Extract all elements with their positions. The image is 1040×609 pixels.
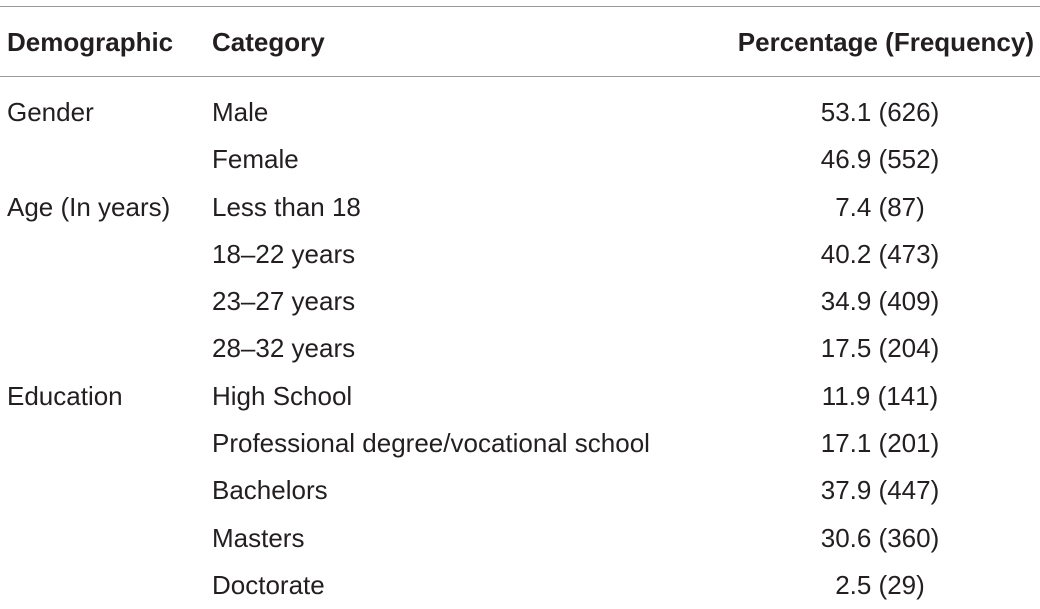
percentage-cell: 11.9 (141) [821, 380, 939, 411]
header-category: Category [212, 27, 325, 57]
percentage-cell: 34.9 (409) [820, 286, 940, 317]
table-row: Doctorate 2.5 (29) [0, 562, 1040, 609]
table-row: Professional degree/vocational school 17… [0, 420, 1040, 467]
category-cell: Female [212, 144, 299, 175]
percentage-cell: 46.9 (552) [820, 144, 940, 175]
category-cell: Professional degree/vocational school [212, 428, 650, 459]
header-demographic: Demographic [7, 27, 174, 57]
table-row: Female 46.9 (552) [0, 136, 1040, 183]
table-row: Masters 30.6 (360) [0, 515, 1040, 562]
table-header-row: Demographic Category Percentage (Frequen… [0, 22, 1040, 62]
category-cell: Doctorate [212, 569, 325, 600]
table-top-rule [0, 6, 1040, 7]
demographic-cell: Gender [7, 97, 94, 127]
header-percentage: Percentage (Frequency) [737, 27, 1034, 57]
percentage-cell: 40.2 (473) [820, 238, 940, 269]
percentage-cell: 53.1 (626) [820, 97, 940, 127]
table-row: 18–22 years 40.2 (473) [0, 231, 1040, 278]
category-cell: Masters [212, 522, 305, 553]
percentage-cell: 2.5 (29) [835, 569, 925, 600]
percentage-cell: 7.4 (87) [835, 191, 925, 222]
table-row: 23–27 years 34.9 (409) [0, 278, 1040, 325]
demographic-cell: Education [7, 380, 123, 411]
percentage-cell: 17.1 (201) [820, 428, 940, 459]
percentage-cell: 37.9 (447) [820, 475, 940, 506]
table-header-rule [0, 76, 1040, 77]
table-row: Education High School 11.9 (141) [0, 373, 1040, 420]
category-cell: 18–22 years [212, 238, 356, 269]
table-row: Bachelors 37.9 (447) [0, 467, 1040, 514]
category-cell: Male [212, 97, 269, 127]
table-body: Gender Male 53.1 (626) Female 46.9 (552)… [0, 89, 1040, 609]
category-cell: 28–32 years [212, 333, 356, 364]
table-row: 28–32 years 17.5 (204) [0, 325, 1040, 372]
table-row: Gender Male 53.1 (626) [0, 89, 1040, 136]
demographic-cell: Age (In years) [7, 191, 171, 222]
category-cell: High School [212, 380, 353, 411]
table-row: Age (In years) Less than 18 7.4 (87) [0, 184, 1040, 231]
category-cell: Bachelors [212, 475, 328, 506]
category-cell: 23–27 years [212, 286, 356, 317]
category-cell: Less than 18 [212, 191, 361, 222]
percentage-cell: 30.6 (360) [820, 522, 940, 553]
percentage-cell: 17.5 (204) [820, 333, 940, 364]
